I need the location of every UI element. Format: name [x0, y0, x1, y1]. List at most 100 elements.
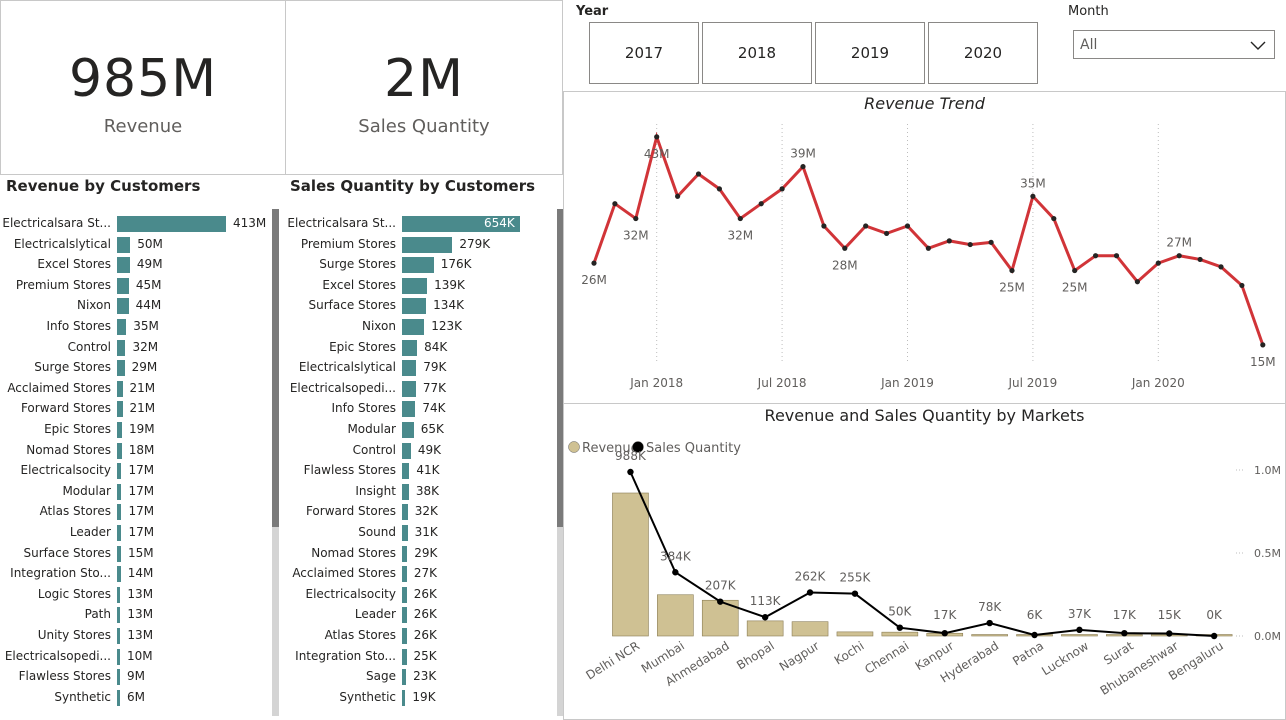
quantity-customer-bar[interactable]	[402, 607, 407, 624]
revenue-customer-row[interactable]: Integration Sto... 14M	[0, 564, 270, 584]
quantity-customer-row[interactable]: Excel Stores 139K	[285, 276, 555, 296]
revenue-customer-row[interactable]: Control 32M	[0, 338, 270, 358]
quantity-customer-row[interactable]: Electricalsara St... 654K	[285, 214, 555, 234]
revenue-customer-bar[interactable]	[117, 422, 122, 438]
year-button-2017[interactable]: 2017	[589, 22, 699, 84]
revenue-customer-row[interactable]: Electricalslytical 50M	[0, 235, 270, 255]
revenue-customers-scrollbar-thumb[interactable]	[272, 209, 279, 527]
revenue-customer-row[interactable]: Surface Stores 15M	[0, 544, 270, 564]
revenue-customer-bar[interactable]	[117, 586, 121, 603]
revenue-customer-bar[interactable]	[117, 442, 122, 459]
quantity-customer-bar[interactable]	[402, 319, 425, 335]
quantity-customer-bar[interactable]	[402, 689, 406, 706]
revenue-customer-bar[interactable]	[117, 545, 121, 562]
quantity-customer-row[interactable]: Surge Stores 176K	[285, 255, 555, 275]
quantity-customer-row[interactable]: Modular 65K	[285, 420, 555, 440]
quantity-customer-bar[interactable]	[402, 216, 520, 232]
quantity-customer-row[interactable]: Surface Stores 134K	[285, 296, 555, 316]
quantity-customer-row[interactable]: Flawless Stores 41K	[285, 461, 555, 481]
month-dropdown[interactable]: All	[1073, 30, 1275, 59]
quantity-customer-row[interactable]: Nomad Stores 29K	[285, 544, 555, 564]
revenue-customer-bar[interactable]	[117, 463, 122, 480]
revenue-customer-row[interactable]: Logic Stores 13M	[0, 585, 270, 605]
quantity-customer-bar[interactable]	[402, 545, 408, 562]
quantity-customer-bar[interactable]	[402, 669, 407, 686]
quantity-customer-row[interactable]: Integration Sto... 25K	[285, 647, 555, 667]
quantity-customer-bar[interactable]	[402, 422, 414, 438]
quantity-customer-row[interactable]: Synthetic 19K	[285, 688, 555, 708]
revenue-customer-bar[interactable]	[117, 298, 129, 315]
revenue-customer-row[interactable]: Nomad Stores 18M	[0, 441, 270, 461]
quantity-customer-row[interactable]: Electricalsocity 26K	[285, 585, 555, 605]
revenue-customer-row[interactable]: Path 13M	[0, 605, 270, 625]
quantity-customer-bar[interactable]	[402, 525, 408, 541]
quantity-customer-row[interactable]: Premium Stores 279K	[285, 235, 555, 255]
revenue-customer-bar[interactable]	[117, 360, 125, 377]
revenue-customer-bar[interactable]	[117, 216, 226, 232]
revenue-customer-row[interactable]: Epic Stores 19M	[0, 420, 270, 440]
revenue-customer-row[interactable]: Forward Stores 21M	[0, 399, 270, 419]
quantity-customer-bar[interactable]	[402, 648, 407, 665]
revenue-customer-row[interactable]: Excel Stores 49M	[0, 255, 270, 275]
revenue-customer-bar[interactable]	[117, 607, 121, 624]
year-button-2020[interactable]: 2020	[928, 22, 1038, 84]
quantity-customer-row[interactable]: Insight 38K	[285, 482, 555, 502]
revenue-customer-bar[interactable]	[117, 277, 129, 294]
quantity-customer-bar[interactable]	[402, 586, 407, 603]
quantity-customer-row[interactable]: Sound 31K	[285, 523, 555, 543]
revenue-customer-bar[interactable]	[117, 504, 122, 521]
revenue-customer-row[interactable]: Nixon 44M	[0, 296, 270, 316]
quantity-customer-row[interactable]: Info Stores 74K	[285, 399, 555, 419]
quantity-customer-row[interactable]: Epic Stores 84K	[285, 338, 555, 358]
revenue-customer-bar[interactable]	[117, 648, 120, 665]
quantity-customer-bar[interactable]	[402, 442, 411, 459]
revenue-customer-row[interactable]: Acclaimed Stores 21M	[0, 379, 270, 399]
quantity-customer-row[interactable]: Sage 23K	[285, 667, 555, 687]
revenue-customer-bar[interactable]	[117, 669, 120, 686]
revenue-customer-row[interactable]: Synthetic 6M	[0, 688, 270, 708]
revenue-customer-row[interactable]: Electricalsocity 17M	[0, 461, 270, 481]
quantity-customer-row[interactable]: Electricalsopedi... 77K	[285, 379, 555, 399]
quantity-customer-bar[interactable]	[402, 380, 416, 397]
quantity-customer-row[interactable]: Acclaimed Stores 27K	[285, 564, 555, 584]
quantity-customer-row[interactable]: Electricalslytical 79K	[285, 358, 555, 378]
quantity-customers-scrollbar-thumb[interactable]	[557, 209, 564, 527]
revenue-customer-row[interactable]: Modular 17M	[0, 482, 270, 502]
revenue-customer-bar[interactable]	[117, 339, 126, 356]
quantity-customer-row[interactable]: Control 49K	[285, 441, 555, 461]
revenue-customer-row[interactable]: Unity Stores 13M	[0, 626, 270, 646]
revenue-customer-bar[interactable]	[117, 689, 120, 706]
quantity-customer-bar[interactable]	[402, 257, 434, 274]
revenue-customer-row[interactable]: Premium Stores 45M	[0, 276, 270, 296]
year-button-2019[interactable]: 2019	[815, 22, 925, 84]
quantity-customer-row[interactable]: Leader 26K	[285, 605, 555, 625]
revenue-customer-bar[interactable]	[117, 236, 131, 253]
quantity-customer-bar[interactable]	[402, 483, 409, 500]
quantity-customer-bar[interactable]	[402, 566, 407, 583]
quantity-customer-bar[interactable]	[402, 298, 427, 315]
revenue-customer-row[interactable]: Info Stores 35M	[0, 317, 270, 337]
revenue-customer-bar[interactable]	[117, 525, 122, 541]
revenue-customer-row[interactable]: Electricalsopedi... 10M	[0, 647, 270, 667]
quantity-customer-bar[interactable]	[402, 236, 453, 253]
quantity-customer-bar[interactable]	[402, 277, 428, 294]
revenue-customer-bar[interactable]	[117, 628, 121, 644]
revenue-customer-bar[interactable]	[117, 401, 123, 418]
year-button-2018[interactable]: 2018	[702, 22, 812, 84]
revenue-customer-bar[interactable]	[117, 380, 123, 397]
quantity-customer-bar[interactable]	[402, 360, 417, 377]
revenue-customer-row[interactable]: Surge Stores 29M	[0, 358, 270, 378]
revenue-customer-row[interactable]: Flawless Stores 9M	[0, 667, 270, 687]
quantity-customer-bar[interactable]	[402, 401, 416, 418]
revenue-customer-row[interactable]: Atlas Stores 17M	[0, 502, 270, 522]
revenue-customer-bar[interactable]	[117, 566, 121, 583]
revenue-customer-bar[interactable]	[117, 319, 127, 335]
quantity-customer-bar[interactable]	[402, 504, 408, 521]
revenue-customer-bar[interactable]	[117, 257, 130, 274]
revenue-customer-bar[interactable]	[117, 483, 122, 500]
quantity-customer-row[interactable]: Atlas Stores 26K	[285, 626, 555, 646]
quantity-customer-row[interactable]: Forward Stores 32K	[285, 502, 555, 522]
quantity-customer-row[interactable]: Nixon 123K	[285, 317, 555, 337]
revenue-customer-row[interactable]: Leader 17M	[0, 523, 270, 543]
quantity-customer-bar[interactable]	[402, 463, 410, 480]
